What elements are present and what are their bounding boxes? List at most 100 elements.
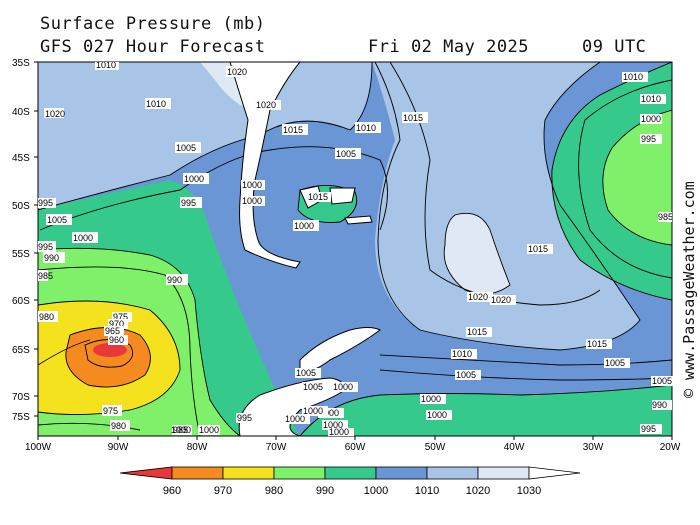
- lon-label: 90W: [108, 442, 129, 453]
- lon-label: 60W: [345, 442, 366, 453]
- lat-ticks: [34, 61, 38, 417]
- lon-label: 30W: [583, 442, 604, 453]
- scale-1020: [426, 466, 479, 480]
- isobar-label: 985: [173, 425, 188, 435]
- scale-label: 980: [265, 485, 283, 497]
- isobar-label: 995: [38, 198, 53, 208]
- south-america: [229, 62, 301, 269]
- isobar-label: 1000: [184, 174, 204, 184]
- lon-label: 100W: [25, 442, 52, 453]
- lat-label: 40S: [12, 107, 30, 118]
- isobar-label: 1015: [308, 192, 328, 202]
- scale-label: 1030: [517, 485, 541, 497]
- isobar-label: 975: [103, 406, 118, 416]
- isobar-label: 980: [111, 421, 126, 431]
- isobar-label: 1015: [283, 125, 303, 135]
- field-960-low-center: [93, 343, 127, 357]
- lat-labels: 35S 40S 45S 50S 55S 60S 65S 70S 75S: [12, 58, 30, 423]
- lat-label: 45S: [12, 153, 30, 164]
- isobar-label: 1000: [323, 420, 343, 430]
- isobar-label: 965: [105, 326, 120, 336]
- isobar-label: 1000: [421, 394, 441, 404]
- isobar-label: 995: [38, 242, 53, 252]
- isobar-label: 1020: [45, 109, 65, 119]
- lon-ticks: [37, 436, 673, 440]
- scale-label: 970: [214, 485, 232, 497]
- isobar-label: 995: [181, 198, 196, 208]
- map-title: Surface Pressure (mb): [40, 14, 266, 34]
- lon-label: 20W: [660, 442, 681, 453]
- isobar-label: 1000: [329, 427, 349, 437]
- isobar-label: 960: [109, 335, 124, 345]
- lat-label: 60S: [12, 296, 30, 307]
- field-1015-ridge: [372, 62, 640, 350]
- isobar-label: 1000: [294, 221, 314, 231]
- scale-label: 960: [163, 485, 181, 497]
- isobar-label: 985: [658, 212, 673, 222]
- isobar-label: 1010: [641, 94, 661, 104]
- scale-1000: [324, 466, 377, 480]
- scale-label: 1010: [415, 485, 439, 497]
- scale-980: [222, 466, 275, 480]
- isobar-label: 1020: [227, 67, 247, 77]
- isobar-label: 1020: [256, 100, 276, 110]
- south-georgia: [344, 215, 373, 225]
- color-scale: [119, 466, 581, 480]
- isobar-label: 1000: [303, 406, 323, 416]
- isobar-label: 1000: [333, 382, 353, 392]
- isobar-label: 1000: [319, 408, 339, 418]
- isobar-label: 1010: [96, 60, 116, 70]
- scale-1010: [375, 466, 428, 480]
- isobar-label: 985: [38, 271, 53, 281]
- lon-label: 70W: [266, 442, 287, 453]
- isobar-label: 995: [237, 413, 252, 423]
- isobar-lines: [38, 62, 672, 436]
- isobar-label: 1000: [285, 414, 305, 424]
- isobar-label: 995: [641, 424, 656, 434]
- isobar-label: 1015: [528, 244, 548, 254]
- isobar-label: 970: [109, 319, 124, 329]
- isobar-label: 1005: [652, 376, 672, 386]
- landmass: [229, 62, 381, 436]
- pressure-field: [38, 62, 672, 436]
- isobar-label: 980: [39, 312, 54, 322]
- isobar-label: 1020: [468, 292, 488, 302]
- isobar-label: 990: [652, 400, 667, 410]
- field-1000-south: [300, 385, 672, 436]
- isobar-label: 1005: [303, 382, 323, 392]
- isobar-label: 990: [167, 275, 182, 285]
- isobar-label: 1000: [242, 196, 262, 206]
- scale-990: [273, 466, 326, 480]
- isobar-label: 1010: [146, 99, 166, 109]
- forecast-time: 09 UTC: [582, 37, 647, 57]
- isobar-label: 975: [113, 312, 128, 322]
- field-1010-1020-west: [38, 62, 372, 210]
- isobar-label: 995: [641, 134, 656, 144]
- isobar-label: 1000: [73, 233, 93, 243]
- antarctic-peninsula: [238, 377, 346, 436]
- scale-label: 1020: [466, 485, 490, 497]
- forecast-label: GFS 027 Hour Forecast: [40, 37, 266, 57]
- falkland-east: [329, 187, 356, 205]
- isobar-label: 1015: [467, 327, 487, 337]
- lon-label: 50W: [425, 442, 446, 453]
- isobar-label: 1020: [491, 295, 511, 305]
- lat-label: 35S: [12, 58, 30, 69]
- isobar-labels: 1010 1020 1020 1010 1015 1010 1015 1005 …: [38, 60, 673, 437]
- forecast-date: Fri 02 May 2025: [368, 37, 530, 57]
- lon-labels: 100W 90W 80W 70W 60W 50W 40W 30W 20W: [25, 442, 681, 453]
- lat-label: 65S: [12, 345, 30, 356]
- isobar-label: 1005: [336, 149, 356, 159]
- isobar-label: 1000: [242, 180, 262, 190]
- scale-label: 990: [316, 485, 334, 497]
- scale-970: [171, 466, 224, 480]
- isobar-label: 1005: [605, 358, 625, 368]
- isobar-label: 990: [44, 253, 59, 263]
- lat-label: 50S: [12, 201, 30, 212]
- isobar-label: 1000: [641, 114, 661, 124]
- field-970-west-low: [65, 327, 151, 388]
- lat-label: 55S: [12, 249, 30, 260]
- isobar-label: 1015: [403, 113, 423, 123]
- scale-max: [528, 466, 581, 480]
